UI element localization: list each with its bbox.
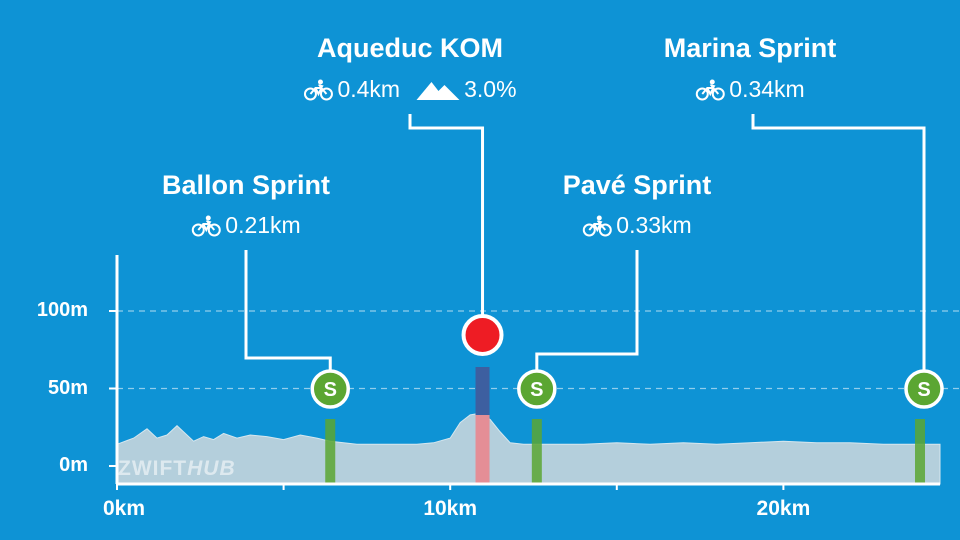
sprint-marker-letter: S <box>917 379 930 401</box>
segment-grade: 3.0% <box>464 76 517 102</box>
segment-leader-line <box>244 250 332 371</box>
bicycle-icon <box>191 215 221 236</box>
segment-stats: 0.4km 3.0% <box>303 76 517 103</box>
kom-band-upper <box>475 367 490 415</box>
sprint-marker-circle <box>904 369 944 409</box>
x-tick-label: 0km <box>102 497 146 520</box>
segment-stats: 0.21km <box>191 212 301 239</box>
sprint-marker-circle <box>310 369 350 409</box>
bicycle-icon <box>303 79 333 100</box>
sprint-marker: S <box>310 369 350 409</box>
segment-stats: 0.34km <box>695 76 805 103</box>
sprint-marker-letter: S <box>324 379 337 401</box>
sprint-marker-letter: S <box>530 379 543 401</box>
watermark-part2: HUB <box>187 457 236 480</box>
bicycle-icon <box>695 79 725 100</box>
segment-title: Ballon Sprint <box>162 170 330 200</box>
kom-band-lower <box>475 415 490 484</box>
watermark-part1: ZWIFT <box>118 457 188 480</box>
segment-title: Pavé Sprint <box>562 170 712 200</box>
segment-stats: 0.33km <box>582 212 692 239</box>
y-tick-label: 100m <box>36 299 88 321</box>
mountain-icon <box>416 81 460 100</box>
y-tick-label: 0m <box>59 454 88 476</box>
zwifthub-watermark: ZWIFTHUB <box>118 457 236 481</box>
segment-length: 0.34km <box>729 76 805 102</box>
sprint-band <box>915 419 926 484</box>
segment-length: 0.4km <box>337 76 401 102</box>
segment-length: 0.21km <box>225 212 301 238</box>
sprint-band <box>325 419 336 484</box>
sprint-band <box>531 419 542 484</box>
sprint-marker: S <box>904 369 944 409</box>
bicycle-icon <box>582 215 612 236</box>
elevation-profile-area <box>116 412 941 485</box>
y-tick-label: 50m <box>47 376 88 399</box>
sprint-marker: S <box>517 369 557 409</box>
segment-title: Aqueduc KOM <box>317 33 503 63</box>
segment-leader-line <box>751 114 926 371</box>
segment-leader-line <box>535 250 639 371</box>
segment-length: 0.33km <box>616 212 692 238</box>
segment-leader-line <box>408 114 485 315</box>
x-tick-label: 10km <box>423 497 478 520</box>
sprint-marker-circle <box>517 369 557 409</box>
kom-marker <box>461 314 504 356</box>
segment-title: Marina Sprint <box>663 33 837 63</box>
x-tick-label: 20km <box>756 497 811 520</box>
